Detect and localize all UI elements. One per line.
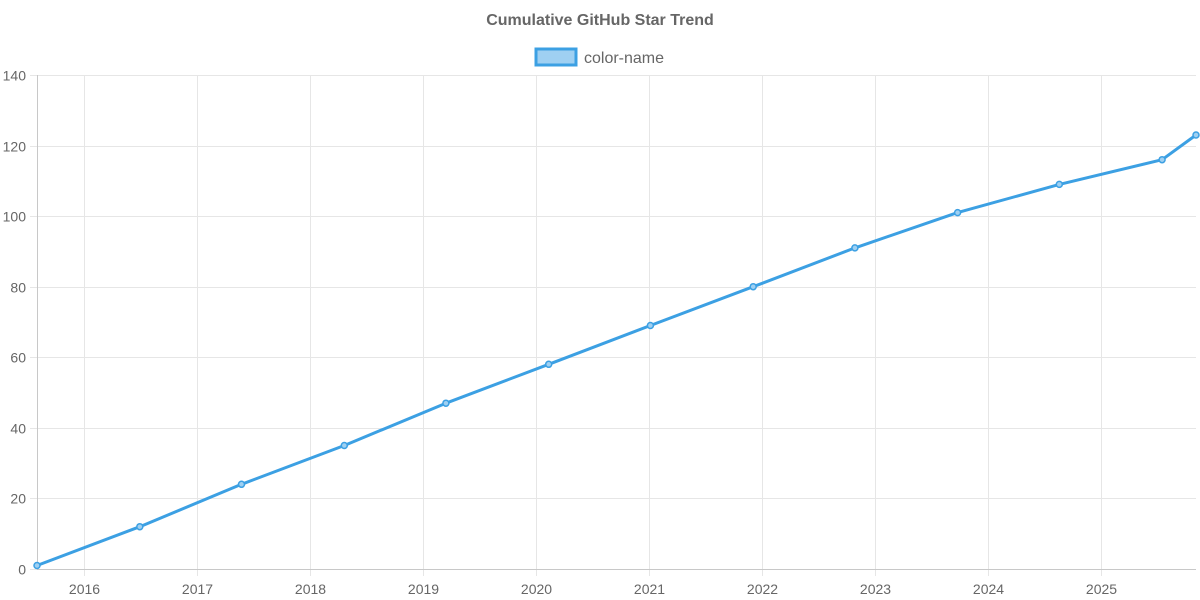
data-point[interactable] bbox=[1055, 180, 1064, 189]
x-tick-label: 2022 bbox=[747, 581, 778, 597]
data-point[interactable] bbox=[1192, 131, 1200, 139]
y-tick-label: 40 bbox=[10, 421, 26, 437]
data-point[interactable] bbox=[33, 561, 41, 570]
data-point[interactable] bbox=[136, 522, 144, 531]
series-layer bbox=[33, 131, 1200, 570]
data-point[interactable] bbox=[851, 244, 859, 252]
data-point[interactable] bbox=[544, 360, 553, 369]
data-point[interactable] bbox=[340, 441, 349, 450]
y-tick-label: 20 bbox=[10, 491, 26, 507]
x-tick-label: 2021 bbox=[634, 581, 665, 597]
axes bbox=[37, 75, 1196, 570]
x-tick-label: 2020 bbox=[521, 581, 552, 597]
x-tick-label: 2023 bbox=[860, 581, 891, 597]
data-point[interactable] bbox=[237, 480, 246, 489]
y-tick-label: 120 bbox=[3, 139, 27, 155]
x-tick-label: 2024 bbox=[973, 581, 1004, 597]
x-axis-ticks: 2016 2017 2018 2019 2020 2021 2022 2023 2024 2025 bbox=[69, 581, 1117, 597]
y-tick-label: 80 bbox=[10, 280, 26, 296]
series-line[interactable] bbox=[35, 133, 1198, 567]
y-tick-label: 100 bbox=[3, 209, 27, 225]
y-tick-label: 60 bbox=[10, 350, 26, 366]
x-tick-label: 2018 bbox=[295, 581, 326, 597]
x-tick-label: 2019 bbox=[408, 581, 439, 597]
x-tick-label: 2016 bbox=[69, 581, 100, 597]
data-point[interactable] bbox=[646, 321, 655, 330]
legend[interactable]: color-name bbox=[534, 47, 664, 67]
y-axis-ticks: 0 20 40 60 80 100 120 140 bbox=[3, 68, 27, 578]
data-point[interactable] bbox=[953, 208, 962, 217]
chart-title: Cumulative GitHub Star Trend bbox=[486, 12, 714, 29]
x-tick-label: 2025 bbox=[1086, 581, 1117, 597]
y-tick-label: 140 bbox=[3, 68, 27, 84]
x-tick-label: 2017 bbox=[182, 581, 213, 597]
legend-swatch[interactable] bbox=[534, 47, 578, 67]
data-point[interactable] bbox=[749, 282, 757, 291]
data-point[interactable] bbox=[442, 399, 450, 407]
legend-label[interactable]: color-name bbox=[584, 50, 664, 67]
data-point[interactable] bbox=[1158, 155, 1166, 164]
y-tick-label: 0 bbox=[18, 562, 26, 578]
